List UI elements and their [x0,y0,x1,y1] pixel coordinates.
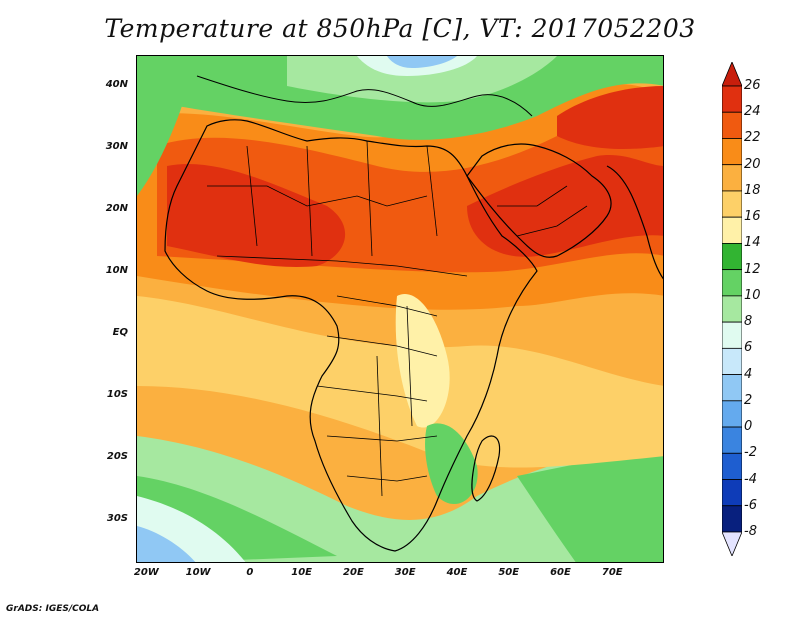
colorbar-swatch [722,505,742,533]
colorbar-swatch [722,164,742,192]
colorbar-level-label: -2 [744,445,757,461]
india-coastline [606,165,663,280]
colorbar-bottom-arrow [722,531,742,556]
colorbar-swatch [722,190,742,218]
country-borders [207,140,588,497]
lat-tick-label: 10S [106,388,128,400]
colorbar-level-label: 2 [744,392,753,408]
lon-tick-label: 20W [133,567,159,578]
colorbar-level-label: 20 [744,156,761,172]
colorbar-swatch [722,216,742,244]
lat-tick-label: EQ [112,326,128,338]
europe-coastline [196,75,533,117]
grads-credit: GrADS: IGES/COLA [6,604,100,614]
colorbar [722,62,742,556]
field-se-green [517,446,663,562]
lat-tick-label: 10N [105,264,128,276]
field-med-light [287,56,557,103]
colorbar-level-label: -8 [744,524,757,539]
colorbar-level-label: 16 [744,209,761,225]
colorbar-level-label: 22 [744,130,761,146]
field-equator-pale [137,296,663,468]
colorbar-swatch [722,479,742,507]
lat-tick-label: 30S [106,512,128,524]
lat-tick-label: 40N [105,78,128,90]
colorbar-level-label: -4 [744,471,757,487]
field-nw-green [137,56,197,196]
colorbar-level-label: 14 [744,235,761,251]
field-med-blue [387,56,457,68]
field-arabia-red [467,155,663,257]
lon-tick-label: 20E [343,567,364,578]
colorbar-top-arrow [722,62,742,87]
lon-tick-label: 70E [601,567,623,578]
lon-tick-label: 50E [498,567,520,578]
field-east-africa-pale [395,294,450,428]
field-south-blue [137,526,196,562]
colorbar-level-label: 12 [744,261,761,277]
colorbar-level-label: 24 [744,104,761,120]
lon-tick-label: 40E [446,567,468,578]
colorbar-swatch [722,321,742,349]
colorbar-swatch [722,138,742,166]
colorbar-swatch [722,85,742,113]
colorbar-swatch [722,243,742,271]
colorbar-swatch [722,295,742,323]
colorbar-level-label: 18 [744,182,761,198]
colorbar-level-label: 26 [744,78,761,93]
madagascar-coastline [471,435,501,502]
colorbar-swatch [722,400,742,428]
lon-tick-label: 60E [550,567,571,578]
colorbar-level-label: 10 [744,287,761,303]
colorbar-swatch [722,426,742,454]
colorbar-level-label: 8 [744,314,753,330]
colorbar-swatch [722,347,742,375]
lon-tick-label: 10W [185,567,211,578]
colorbar-swatch [722,374,742,402]
map-title: Temperature at 850hPa [C], VT: 201705220… [104,14,696,43]
colorbar-level-label: 6 [744,340,753,356]
colorbar-swatch [722,111,742,139]
lat-tick-label: 20S [106,450,128,462]
field-iran-red [557,86,663,149]
colorbar-level-label: -6 [744,497,757,513]
africa-coastline [164,119,538,552]
field-west-sahara-red [167,164,346,267]
colorbar-swatch [722,269,742,297]
colorbar-level-label: 0 [744,419,753,435]
temperature-map [136,55,664,563]
lat-tick-label: 30N [105,140,128,152]
field-madagascar-green [425,423,478,505]
arabia-coastline [466,143,612,258]
lon-tick-label: 30E [394,567,416,578]
colorbar-level-label: 4 [744,366,753,382]
lon-tick-label: 0 [246,567,254,578]
colorbar-swatch [722,452,742,480]
lon-tick-label: 10E [291,567,313,578]
lat-tick-label: 20N [105,202,128,214]
